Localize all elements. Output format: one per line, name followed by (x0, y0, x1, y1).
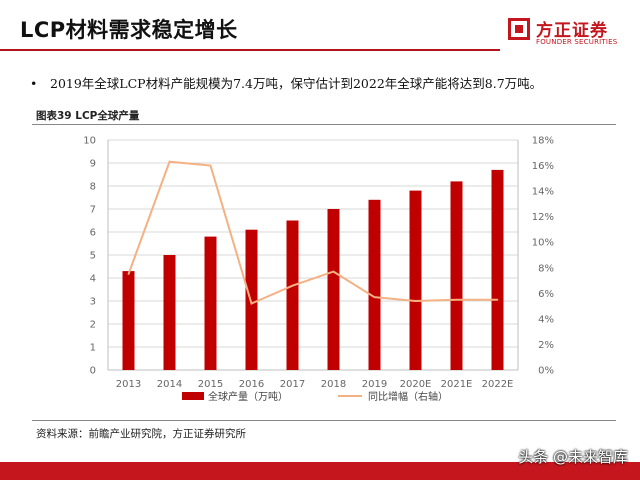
x-tick-label: 2014 (157, 379, 182, 390)
bar (409, 190, 422, 370)
y-left-tick-label: 4 (90, 274, 96, 285)
y-left-tick-label: 1 (90, 343, 96, 354)
lcp-production-chart: 0 1 2 3 4 5 6 7 8 9 10 0% 2% 4% 6% 8% 10% 12% 14% 16% 18% 201… (83, 136, 554, 404)
x-tick-label: 2017 (280, 379, 305, 390)
y-right-tick-label: 8% (538, 263, 554, 274)
y-left-tick-label: 7 (90, 205, 96, 216)
x-tick-label: 2022E (482, 379, 514, 390)
y-right-tick-label: 10% (532, 238, 554, 249)
bar (450, 181, 463, 370)
y-left-tick-label: 0 (90, 366, 96, 377)
bullet-point: • 2019年全球LCP材料产能规模为7.4万吨，保守估计到2022年全球产能将达… (30, 73, 542, 92)
figure-label: 图表39 LCP全球产量 (36, 110, 140, 122)
line-point (291, 284, 294, 287)
growth-line (127, 160, 498, 305)
y-right-tick-label: 18% (532, 136, 554, 147)
bullet-dot-icon: • (30, 76, 38, 91)
brand-name-cn: 方正证券 (536, 21, 608, 41)
bar (245, 229, 258, 370)
y-left-tick-label: 10 (83, 136, 96, 147)
legend-bar-label: 全球产量（万吨） (208, 390, 288, 403)
footer-band (0, 462, 640, 480)
brand-logo: 方正证券 FOUNDER SECURITIES (508, 16, 626, 52)
bar (327, 209, 340, 370)
line-point (373, 296, 376, 298)
line-point (332, 270, 335, 273)
y-right-tick-label: 4% (538, 314, 554, 325)
x-tick-label: 2021E (441, 379, 473, 390)
bar (163, 255, 176, 370)
bar (286, 220, 299, 370)
x-tick-label: 2013 (116, 379, 141, 390)
line-point (414, 300, 417, 302)
y-right-tick-label: 14% (532, 187, 554, 198)
x-tick-label: 2015 (198, 379, 223, 390)
legend-line-label: 同比增幅（右轴） (368, 390, 448, 403)
y-right-tick-label: 12% (532, 212, 554, 223)
y-left-tick-label: 5 (90, 251, 96, 262)
line-point (127, 273, 130, 275)
y-right-tick-label: 16% (532, 161, 554, 172)
bar (204, 236, 217, 370)
line-point (250, 302, 253, 305)
x-tick-label: 2018 (321, 379, 346, 390)
source-rule (32, 420, 616, 421)
brand-name-en: FOUNDER SECURITIES (536, 38, 618, 46)
line-point (496, 298, 499, 301)
y-right-tick-label: 0% (538, 366, 554, 377)
bar (122, 271, 135, 370)
x-tick-label: 2019 (362, 379, 387, 390)
y-left-tick-label: 6 (90, 228, 96, 239)
y-right-tick-label: 6% (538, 289, 554, 300)
bar (368, 199, 381, 370)
x-tick-label: 2016 (239, 379, 264, 390)
chart-container: 0 1 2 3 4 5 6 7 8 9 10 0% 2% 4% 6% 8% 10% 12% 14% 16% 18% 201… (32, 126, 616, 418)
y-right-tick-label: 2% (538, 340, 554, 351)
y-left-tick-label: 8 (90, 182, 96, 193)
source-note: 资料来源：前瞻产业研究院，方正证券研究所 (36, 428, 246, 440)
line-point (209, 164, 212, 167)
title-divider (0, 49, 500, 51)
line-point (168, 160, 171, 163)
figure-top-rule (32, 124, 616, 125)
slide-title: LCP材料需求稳定增长 (20, 18, 238, 42)
bullet-text: 2019年全球LCP材料产能规模为7.4万吨，保守估计到2022年全球产能将达到… (50, 76, 543, 91)
founder-logo-icon (508, 18, 530, 40)
y-left-tick-label: 2 (90, 320, 96, 331)
watermark: 头条 @未来智库 (518, 448, 628, 466)
line-point (455, 298, 458, 301)
legend-bar-swatch (182, 392, 204, 400)
x-tick-label: 2020E (400, 379, 432, 390)
y-left-tick-label: 9 (90, 159, 96, 170)
bar (491, 169, 504, 370)
y-left-tick-label: 3 (90, 297, 96, 308)
